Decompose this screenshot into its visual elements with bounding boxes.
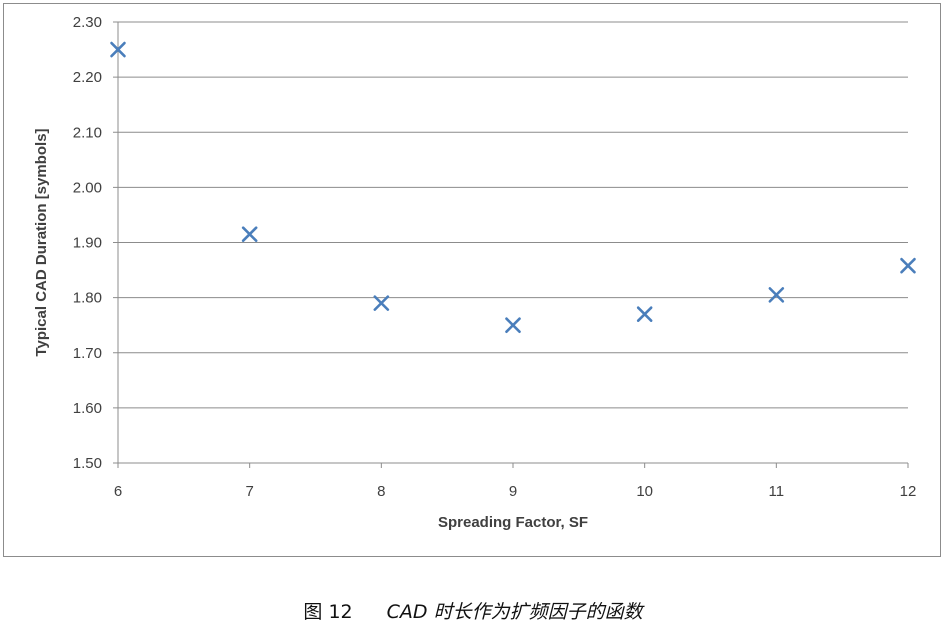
y-tick-label: 1.80: [73, 290, 102, 307]
x-tick-label: 6: [114, 483, 122, 500]
scatter-chart: 1.50 1.60 1.70 1.80 1.90 2.00 2.10 2.20 2.30 6 7 8…: [33, 14, 917, 531]
y-tick-label: 2.30: [73, 14, 102, 31]
caption-figure-number: 图 12: [303, 601, 353, 623]
y-tick-label: 1.50: [73, 455, 102, 472]
chart-frame: [3, 3, 941, 557]
x-tick-label: 10: [636, 483, 653, 500]
gridlines: [118, 21, 908, 409]
data-point: [900, 257, 916, 274]
figure-caption: 图 12 CAD 时长作为扩频因子的函数: [0, 597, 946, 624]
data-point: [373, 295, 390, 311]
y-tick-label: 2.10: [73, 124, 102, 141]
y-tick-label: 2.00: [73, 179, 102, 196]
y-tick-label: 1.90: [73, 235, 102, 252]
data-points: [110, 41, 916, 333]
y-axis-title: Typical CAD Duration [symbols]: [33, 128, 50, 356]
x-tick-label: 11: [769, 483, 785, 500]
x-tick-label: 8: [377, 483, 385, 500]
data-point: [768, 287, 785, 303]
data-point: [110, 41, 126, 58]
y-tick-label: 1.60: [73, 400, 102, 417]
x-tick-labels: 6 7 8 9 10 11 12: [114, 483, 917, 500]
x-axis-title: Spreading Factor, SF: [438, 514, 588, 531]
y-tick-label: 2.20: [73, 69, 102, 86]
x-tick-label: 7: [245, 483, 253, 500]
x-tick-label: 9: [509, 483, 517, 500]
y-tick-labels: 1.50 1.60 1.70 1.80 1.90 2.00 2.10 2.20 2.30: [73, 14, 102, 472]
data-point: [636, 306, 653, 322]
data-point: [505, 317, 521, 333]
x-tick-label: 12: [900, 483, 917, 500]
y-tick-label: 1.70: [73, 345, 102, 362]
caption-text: CAD 时长作为扩频因子的函数: [386, 601, 643, 623]
axes: [113, 21, 909, 468]
data-point: [241, 226, 258, 243]
